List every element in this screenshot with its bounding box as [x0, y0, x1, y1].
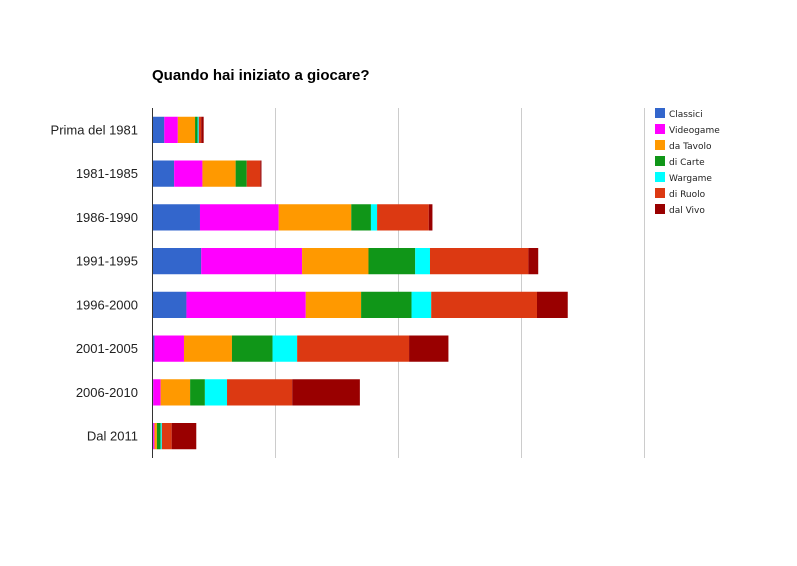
- legend-label: di Ruolo: [669, 190, 706, 200]
- bar-segment: [302, 248, 369, 275]
- bar-segment: [161, 423, 172, 450]
- category-label: 1986-1990: [76, 210, 138, 225]
- bar-segment: [260, 160, 262, 187]
- bar-segment: [152, 335, 155, 362]
- bar-segment: [202, 160, 236, 187]
- bar-segment: [160, 379, 191, 406]
- bar-segment: [199, 204, 279, 231]
- bar-segment: [154, 335, 184, 362]
- bar-segment: [190, 379, 205, 406]
- legend-swatch: [655, 124, 665, 134]
- legend-swatch: [655, 108, 665, 118]
- bar-segment: [278, 204, 352, 231]
- legend-item: da Tavolo: [655, 140, 712, 152]
- bar-segment: [377, 204, 429, 231]
- bar-segment: [246, 160, 261, 187]
- bar-group: [152, 335, 449, 362]
- bar-segment: [153, 379, 161, 406]
- legend-label: Classici: [669, 110, 703, 120]
- bar-segment: [198, 116, 202, 143]
- bar-segment: [183, 335, 232, 362]
- bar-segment: [429, 248, 529, 275]
- bar-group: [152, 248, 539, 275]
- bar-segment: [297, 335, 410, 362]
- bar-segment: [152, 248, 202, 275]
- bar-segment: [201, 116, 204, 143]
- legend-swatch: [655, 140, 665, 150]
- category-label: 1991-1995: [76, 254, 138, 269]
- bar-segment: [152, 160, 175, 187]
- bar-segment: [164, 116, 178, 143]
- bar-segment: [272, 335, 298, 362]
- bar-segment: [411, 291, 432, 318]
- bar-segment: [235, 160, 247, 187]
- category-label: 1996-2000: [76, 297, 138, 312]
- legend-label: Videogame: [669, 126, 720, 136]
- bar-segment: [351, 204, 371, 231]
- legend-item: di Carte: [655, 156, 705, 168]
- legend-label: Wargame: [669, 174, 712, 184]
- bar-segment: [536, 291, 568, 318]
- bar-segment: [171, 423, 197, 450]
- legend-label: di Carte: [669, 158, 705, 168]
- category-labels: Prima del 1981 1981-1985 1986-1990 1991-199…: [51, 122, 138, 443]
- bar-segment: [368, 248, 416, 275]
- bar-group: [152, 291, 568, 318]
- bar-segment: [204, 379, 228, 406]
- bar-segment: [153, 423, 155, 450]
- legend-item: Videogame: [655, 124, 720, 136]
- category-label: 2006-2010: [76, 385, 138, 400]
- legend-item: di Ruolo: [655, 188, 706, 200]
- bar-group: [152, 423, 197, 450]
- bar-segment: [174, 160, 203, 187]
- bar-segment: [361, 291, 412, 318]
- category-label: 1981-1985: [76, 166, 138, 181]
- bar-segment: [231, 335, 273, 362]
- bar-segment: [409, 335, 449, 362]
- bars: [152, 116, 568, 450]
- bar-segment: [201, 248, 303, 275]
- bar-segment: [292, 379, 360, 406]
- legend-label: da Tavolo: [669, 142, 712, 152]
- bar-group: [152, 379, 360, 406]
- bar-segment: [197, 116, 199, 143]
- bar-segment: [528, 248, 539, 275]
- category-label: Prima del 1981: [51, 122, 138, 137]
- bar-segment: [154, 423, 157, 450]
- legend: Classici Videogame da Tavolo di Carte Wargam…: [655, 108, 720, 216]
- bar-segment: [415, 248, 430, 275]
- legend-swatch: [655, 204, 665, 214]
- category-label: Dal 2011: [87, 429, 138, 444]
- bar-segment: [177, 116, 196, 143]
- bar-segment: [160, 423, 162, 450]
- bar-segment: [156, 423, 161, 450]
- bar-segment: [152, 204, 200, 231]
- bar-segment: [152, 291, 187, 318]
- category-label: 2001-2005: [76, 341, 138, 356]
- legend-swatch: [655, 156, 665, 166]
- legend-swatch: [655, 172, 665, 182]
- bar-segment: [195, 116, 198, 143]
- bar-segment: [152, 116, 165, 143]
- bar-group: [152, 204, 433, 231]
- bar-segment: [370, 204, 378, 231]
- bar-group: [152, 116, 204, 143]
- bar-segment: [227, 379, 293, 406]
- bar-segment: [305, 291, 362, 318]
- legend-label: dal Vivo: [669, 206, 705, 216]
- legend-item: dal Vivo: [655, 204, 705, 216]
- bar-group: [152, 160, 262, 187]
- chart-title: Quando hai iniziato a giocare?: [152, 67, 370, 84]
- legend-item: Wargame: [655, 172, 712, 184]
- bar-segment: [186, 291, 306, 318]
- bar-segment: [428, 204, 433, 231]
- legend-swatch: [655, 188, 665, 198]
- bar-segment: [431, 291, 537, 318]
- legend-item: Classici: [655, 108, 703, 120]
